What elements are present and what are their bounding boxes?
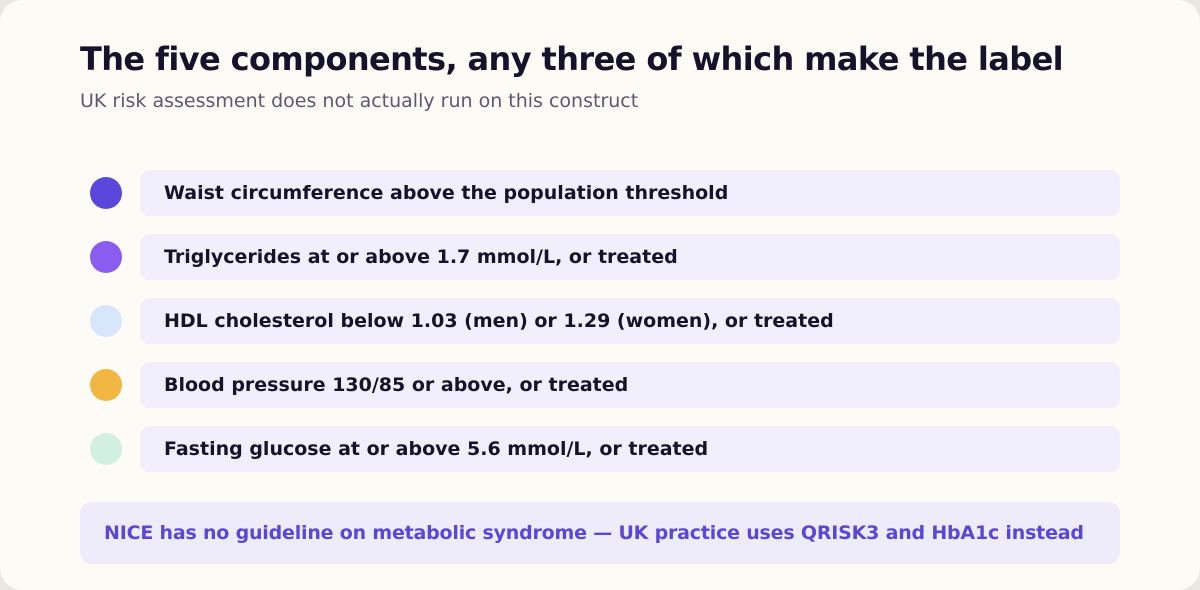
bullet-dot-icon (90, 369, 122, 401)
component-row-blood-pressure: Blood pressure 130/85 or above, or treat… (80, 362, 1120, 408)
bullet-dot-icon (90, 241, 122, 273)
page-title: The five components, any three of which … (80, 40, 1064, 78)
component-label: Waist circumference above the population… (164, 182, 729, 204)
page-subtitle: UK risk assessment does not actually run… (80, 90, 639, 112)
component-label: HDL cholesterol below 1.03 (men) or 1.29… (164, 310, 834, 332)
bullet-dot-icon (90, 433, 122, 465)
component-row-glucose: Fasting glucose at or above 5.6 mmol/L, … (80, 426, 1120, 472)
component-label: Fasting glucose at or above 5.6 mmol/L, … (164, 438, 709, 460)
component-row-hdl: HDL cholesterol below 1.03 (men) or 1.29… (80, 298, 1120, 344)
bullet-dot-icon (90, 177, 122, 209)
component-label: Blood pressure 130/85 or above, or treat… (164, 374, 629, 396)
component-list: Waist circumference above the population… (80, 170, 1120, 490)
component-pill: Triglycerides at or above 1.7 mmol/L, or… (140, 234, 1120, 280)
bullet-dot-icon (90, 305, 122, 337)
footer-note-text: NICE has no guideline on metabolic syndr… (104, 522, 1084, 544)
component-row-triglycerides: Triglycerides at or above 1.7 mmol/L, or… (80, 234, 1120, 280)
component-pill: Fasting glucose at or above 5.6 mmol/L, … (140, 426, 1120, 472)
component-label: Triglycerides at or above 1.7 mmol/L, or… (164, 246, 678, 268)
component-pill: HDL cholesterol below 1.03 (men) or 1.29… (140, 298, 1120, 344)
component-pill: Blood pressure 130/85 or above, or treat… (140, 362, 1120, 408)
component-pill: Waist circumference above the population… (140, 170, 1120, 216)
footer-note: NICE has no guideline on metabolic syndr… (80, 502, 1120, 564)
component-row-waist: Waist circumference above the population… (80, 170, 1120, 216)
